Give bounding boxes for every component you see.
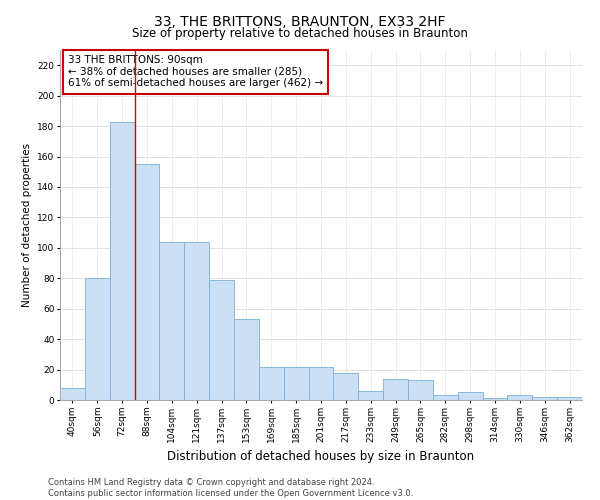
Bar bbox=[134, 164, 160, 400]
Bar bbox=[209, 280, 234, 400]
Bar bbox=[358, 391, 383, 400]
Text: 33 THE BRITTONS: 90sqm
← 38% of detached houses are smaller (285)
61% of semi-de: 33 THE BRITTONS: 90sqm ← 38% of detached… bbox=[68, 55, 323, 88]
Bar bbox=[60, 388, 85, 400]
Text: Contains HM Land Registry data © Crown copyright and database right 2024.
Contai: Contains HM Land Registry data © Crown c… bbox=[48, 478, 413, 498]
Text: Size of property relative to detached houses in Braunton: Size of property relative to detached ho… bbox=[132, 28, 468, 40]
Bar bbox=[234, 320, 259, 400]
Bar bbox=[433, 396, 458, 400]
Bar bbox=[508, 396, 532, 400]
Bar bbox=[458, 392, 482, 400]
Bar bbox=[383, 378, 408, 400]
Bar bbox=[408, 380, 433, 400]
Bar bbox=[110, 122, 134, 400]
Bar bbox=[160, 242, 184, 400]
Bar bbox=[85, 278, 110, 400]
X-axis label: Distribution of detached houses by size in Braunton: Distribution of detached houses by size … bbox=[167, 450, 475, 464]
Bar bbox=[284, 366, 308, 400]
Bar bbox=[259, 366, 284, 400]
Bar bbox=[532, 397, 557, 400]
Bar bbox=[184, 242, 209, 400]
Y-axis label: Number of detached properties: Number of detached properties bbox=[22, 143, 32, 307]
Bar bbox=[308, 366, 334, 400]
Bar bbox=[334, 372, 358, 400]
Bar bbox=[557, 397, 582, 400]
Bar bbox=[482, 398, 508, 400]
Text: 33, THE BRITTONS, BRAUNTON, EX33 2HF: 33, THE BRITTONS, BRAUNTON, EX33 2HF bbox=[154, 15, 446, 29]
